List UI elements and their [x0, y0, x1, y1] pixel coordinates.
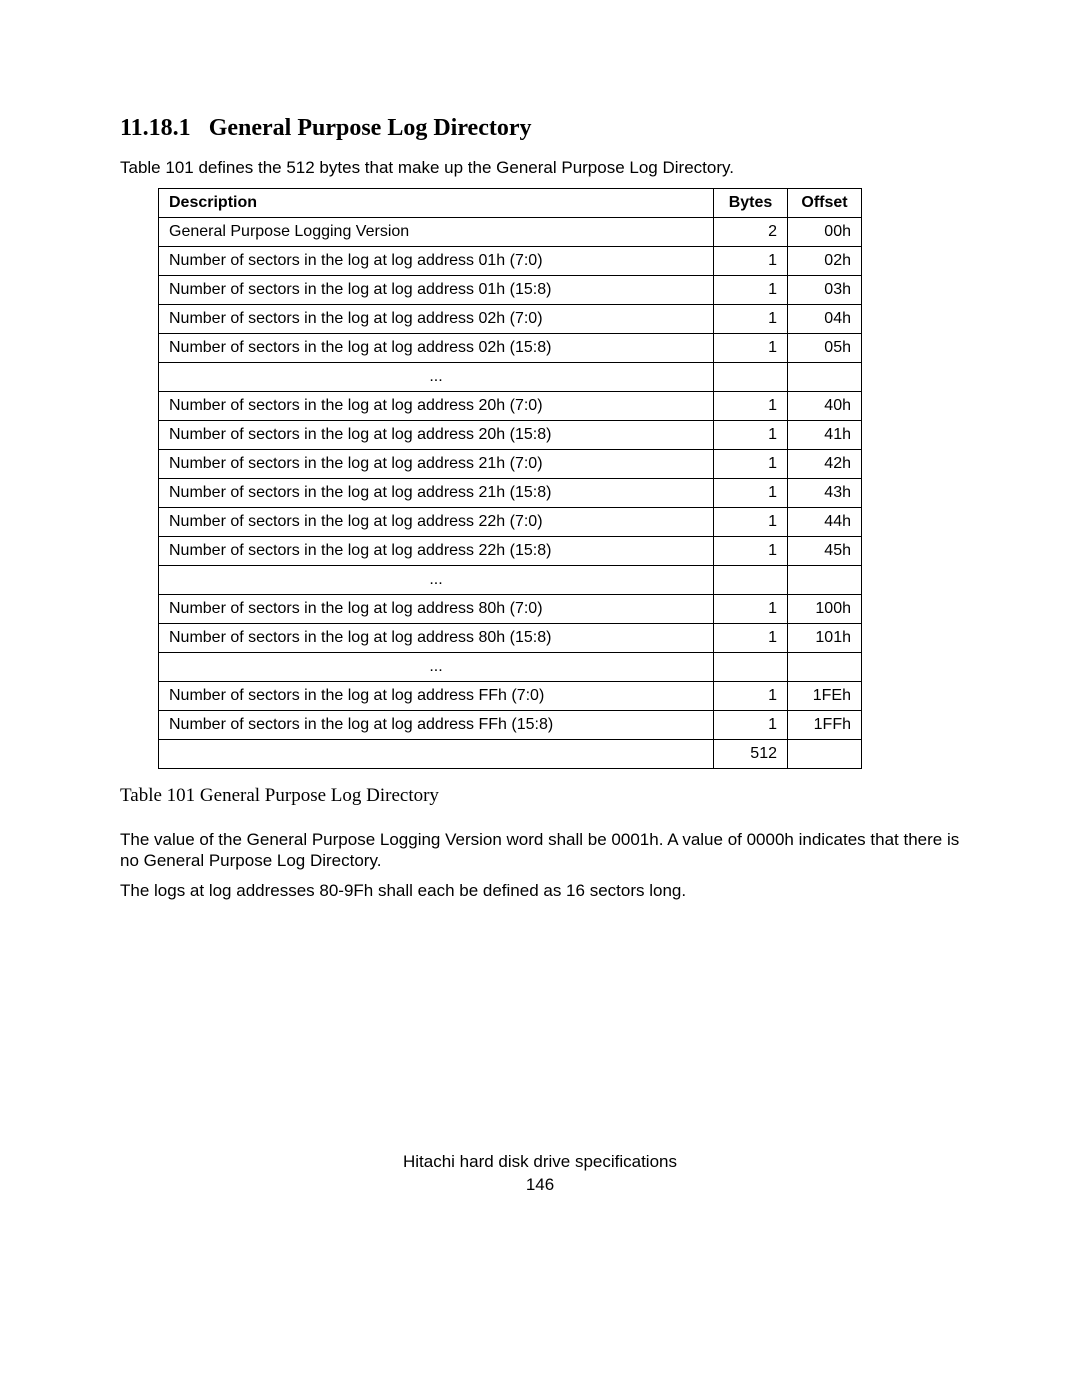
intro-paragraph: Table 101 defines the 512 bytes that mak…: [120, 158, 980, 178]
cell-offset: 05h: [788, 334, 862, 363]
cell-offset: [788, 740, 862, 769]
table-row: Number of sectors in the log at log addr…: [159, 276, 862, 305]
cell-offset: 04h: [788, 305, 862, 334]
table-row: Number of sectors in the log at log addr…: [159, 624, 862, 653]
cell-bytes: 1: [714, 682, 788, 711]
cell-description: Number of sectors in the log at log addr…: [159, 595, 714, 624]
section-title: General Purpose Log Directory: [209, 115, 532, 141]
cell-description: Number of sectors in the log at log addr…: [159, 276, 714, 305]
cell-offset: 03h: [788, 276, 862, 305]
paragraph-2: The logs at log addresses 80-9Fh shall e…: [120, 880, 980, 901]
cell-description: Number of sectors in the log at log addr…: [159, 392, 714, 421]
table-row: Number of sectors in the log at log addr…: [159, 392, 862, 421]
cell-bytes: [714, 653, 788, 682]
table-row: Number of sectors in the log at log addr…: [159, 537, 862, 566]
table-body: General Purpose Logging Version200hNumbe…: [159, 218, 862, 769]
table-row: Number of sectors in the log at log addr…: [159, 334, 862, 363]
table-row: Number of sectors in the log at log addr…: [159, 247, 862, 276]
cell-bytes: 1: [714, 450, 788, 479]
table-row: ...: [159, 566, 862, 595]
cell-bytes: 1: [714, 421, 788, 450]
table-row: 512: [159, 740, 862, 769]
cell-bytes: 1: [714, 334, 788, 363]
cell-bytes: [714, 566, 788, 595]
table-row: ...: [159, 653, 862, 682]
cell-bytes: 1: [714, 305, 788, 334]
cell-offset: 1FEh: [788, 682, 862, 711]
cell-offset: 101h: [788, 624, 862, 653]
cell-description: General Purpose Logging Version: [159, 218, 714, 247]
cell-bytes: 512: [714, 740, 788, 769]
table-row: Number of sectors in the log at log addr…: [159, 595, 862, 624]
log-directory-table: Description Bytes Offset General Purpose…: [158, 188, 862, 769]
cell-description: Number of sectors in the log at log addr…: [159, 247, 714, 276]
cell-offset: 100h: [788, 595, 862, 624]
cell-description: ...: [159, 566, 714, 595]
cell-bytes: 1: [714, 508, 788, 537]
cell-description: ...: [159, 363, 714, 392]
page-footer: Hitachi hard disk drive specifications 1…: [0, 1151, 1080, 1197]
table-row: Number of sectors in the log at log addr…: [159, 508, 862, 537]
section-heading: 11.18.1 General Purpose Log Directory: [120, 115, 980, 142]
cell-bytes: [714, 363, 788, 392]
cell-description: Number of sectors in the log at log addr…: [159, 682, 714, 711]
cell-description: Number of sectors in the log at log addr…: [159, 508, 714, 537]
cell-description: ...: [159, 653, 714, 682]
cell-offset: 43h: [788, 479, 862, 508]
cell-description: Number of sectors in the log at log addr…: [159, 334, 714, 363]
col-offset: Offset: [788, 189, 862, 218]
footer-page-number: 146: [526, 1175, 554, 1194]
table-caption: Table 101 General Purpose Log Directory: [120, 785, 980, 807]
cell-offset: 44h: [788, 508, 862, 537]
cell-bytes: 1: [714, 711, 788, 740]
table-row: Number of sectors in the log at log addr…: [159, 421, 862, 450]
cell-bytes: 1: [714, 537, 788, 566]
table-row: Number of sectors in the log at log addr…: [159, 305, 862, 334]
table-row: Number of sectors in the log at log addr…: [159, 682, 862, 711]
cell-offset: [788, 566, 862, 595]
table-row: Number of sectors in the log at log addr…: [159, 711, 862, 740]
cell-bytes: 1: [714, 595, 788, 624]
section-number: 11.18.1: [120, 115, 191, 141]
cell-offset: 00h: [788, 218, 862, 247]
cell-offset: 40h: [788, 392, 862, 421]
cell-bytes: 1: [714, 624, 788, 653]
cell-offset: 42h: [788, 450, 862, 479]
cell-offset: [788, 653, 862, 682]
cell-description: Number of sectors in the log at log addr…: [159, 479, 714, 508]
cell-offset: 45h: [788, 537, 862, 566]
cell-bytes: 2: [714, 218, 788, 247]
table-row: General Purpose Logging Version200h: [159, 218, 862, 247]
cell-description: Number of sectors in the log at log addr…: [159, 624, 714, 653]
cell-description: Number of sectors in the log at log addr…: [159, 537, 714, 566]
cell-offset: 1FFh: [788, 711, 862, 740]
paragraph-1: The value of the General Purpose Logging…: [120, 829, 980, 872]
cell-description: Number of sectors in the log at log addr…: [159, 450, 714, 479]
table-row: ...: [159, 363, 862, 392]
footer-title: Hitachi hard disk drive specifications: [403, 1152, 677, 1171]
cell-bytes: 1: [714, 479, 788, 508]
table-header-row: Description Bytes Offset: [159, 189, 862, 218]
cell-bytes: 1: [714, 276, 788, 305]
col-description: Description: [159, 189, 714, 218]
cell-description: Number of sectors in the log at log addr…: [159, 421, 714, 450]
table-row: Number of sectors in the log at log addr…: [159, 479, 862, 508]
cell-description: Number of sectors in the log at log addr…: [159, 711, 714, 740]
col-bytes: Bytes: [714, 189, 788, 218]
cell-description: [159, 740, 714, 769]
cell-offset: 41h: [788, 421, 862, 450]
cell-offset: 02h: [788, 247, 862, 276]
page: 11.18.1 General Purpose Log Directory Ta…: [0, 0, 1080, 1397]
cell-description: Number of sectors in the log at log addr…: [159, 305, 714, 334]
cell-offset: [788, 363, 862, 392]
table-row: Number of sectors in the log at log addr…: [159, 450, 862, 479]
cell-bytes: 1: [714, 392, 788, 421]
cell-bytes: 1: [714, 247, 788, 276]
